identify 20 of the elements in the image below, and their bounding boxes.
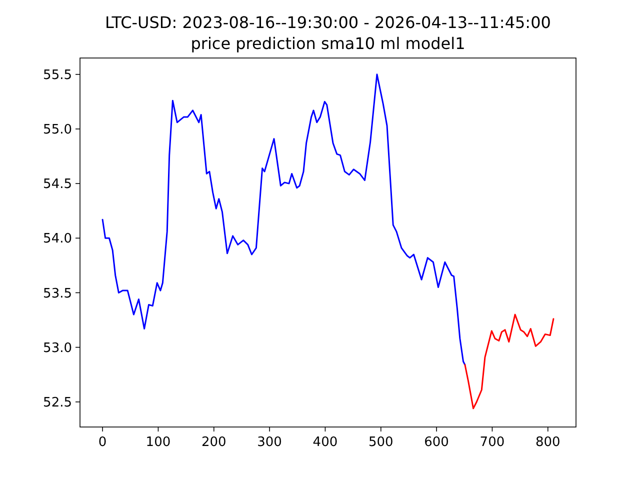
y-tick-label: 55.5 (43, 68, 72, 83)
y-tick-label: 53.0 (43, 340, 72, 356)
x-tick-label: 300 (257, 435, 282, 450)
line-series (464, 314, 554, 410)
x-tick-label: 700 (480, 435, 505, 450)
x-tick-label: 100 (146, 435, 171, 450)
y-tick-label: 54.5 (43, 177, 72, 192)
chart-subtitle: price prediction sma10 ml model1 (190, 34, 466, 53)
x-tick-label: 0 (98, 435, 107, 450)
y-tick-label: 53.5 (43, 286, 72, 302)
x-tick-label: 800 (535, 435, 560, 450)
x-tick-label: 400 (312, 435, 338, 450)
y-tick-label: 55.0 (43, 122, 72, 138)
chart-title: LTC-USD: 2023-08-16--19:30:00 - 2026-04-13--11:45:00 (105, 13, 551, 32)
y-tick-label: 54.0 (43, 232, 72, 247)
x-tick-label: 500 (368, 435, 394, 450)
x-tick-label: 600 (424, 435, 449, 450)
line-series (102, 74, 466, 366)
y-tick-label: 52.5 (43, 395, 72, 410)
x-tick-label: 200 (201, 435, 226, 450)
